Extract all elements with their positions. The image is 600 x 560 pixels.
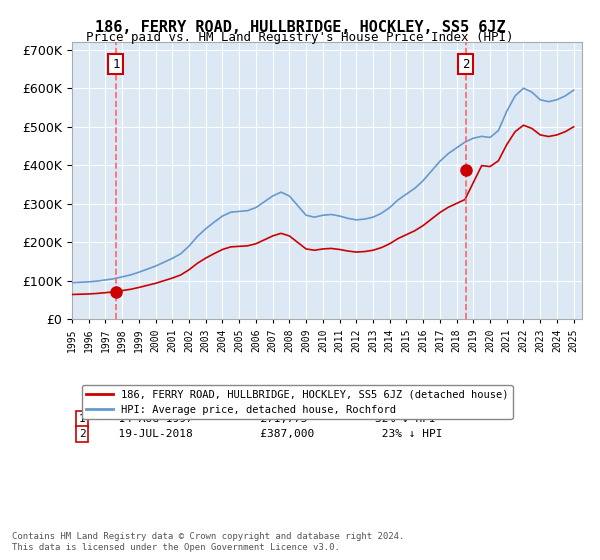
Text: 19-JUL-2018          £387,000          23% ↓ HPI: 19-JUL-2018 £387,000 23% ↓ HPI	[105, 429, 443, 439]
Legend: 186, FERRY ROAD, HULLBRIDGE, HOCKLEY, SS5 6JZ (detached house), HPI: Average pri: 186, FERRY ROAD, HULLBRIDGE, HOCKLEY, SS…	[82, 385, 512, 419]
Text: 2: 2	[462, 58, 469, 71]
Text: 1: 1	[79, 414, 86, 424]
Text: Price paid vs. HM Land Registry's House Price Index (HPI): Price paid vs. HM Land Registry's House …	[86, 31, 514, 44]
Text: 1: 1	[112, 58, 119, 71]
Text: 186, FERRY ROAD, HULLBRIDGE, HOCKLEY, SS5 6JZ: 186, FERRY ROAD, HULLBRIDGE, HOCKLEY, SS…	[95, 20, 505, 35]
Text: 2: 2	[79, 429, 86, 439]
Text: Contains HM Land Registry data © Crown copyright and database right 2024.
This d: Contains HM Land Registry data © Crown c…	[12, 532, 404, 552]
Text: 14-AUG-1997          £71,775          32% ↓ HPI: 14-AUG-1997 £71,775 32% ↓ HPI	[105, 414, 436, 424]
